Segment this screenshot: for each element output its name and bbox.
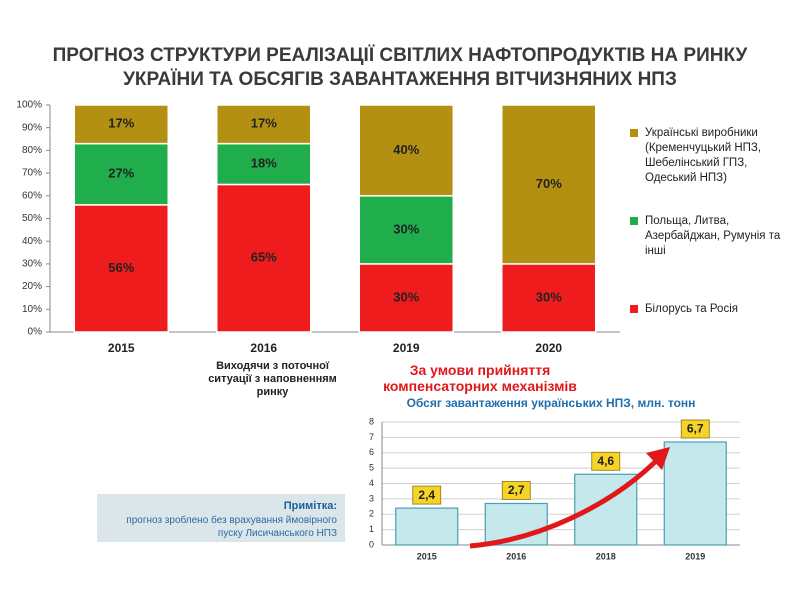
x-tick-label: 2018 <box>596 551 616 561</box>
chart-title: Обсяг завантаження українських НПЗ, млн.… <box>407 396 696 410</box>
y-tick-label: 1 <box>369 524 374 534</box>
legend-entry: Українські виробники (Кременчуцький НПЗ,… <box>630 126 790 186</box>
bar-segment <box>73 142 169 206</box>
legend-swatch <box>630 129 638 137</box>
x-tick-label: 2019 <box>685 551 705 561</box>
legend-entry: Польща, Литва, Азербайджан, Румунія та і… <box>630 214 790 259</box>
bar-segment <box>73 204 169 333</box>
value-label: 70% <box>536 176 562 191</box>
value-label: 6,7 <box>687 422 704 436</box>
note-label: Примітка: <box>283 500 337 512</box>
y-tick-label: 80% <box>22 145 42 156</box>
value-label: 30% <box>393 289 419 304</box>
y-tick-label: 90% <box>22 122 42 133</box>
value-label: 4,6 <box>597 454 614 468</box>
y-tick-label: 2 <box>369 509 374 519</box>
y-tick-label: 10% <box>22 304 42 315</box>
legend-swatch <box>630 217 638 225</box>
value-label: 40% <box>393 142 419 157</box>
y-tick-label: 30% <box>22 259 42 270</box>
bar-segment <box>358 263 454 333</box>
x-tick-label: 2015 <box>417 551 437 561</box>
value-label: 30% <box>393 221 419 236</box>
legend-label: Білорусь та Росія <box>645 303 738 315</box>
trend-arrowhead <box>646 447 670 470</box>
y-tick-label: 20% <box>22 281 42 292</box>
y-tick-label: 60% <box>22 190 42 201</box>
bar <box>663 441 727 546</box>
bar-segment <box>216 104 312 145</box>
x-tick-label: 2016 <box>506 551 526 561</box>
value-label-box <box>591 451 621 471</box>
annotation: За умови прийняття компенсаторних механі… <box>383 362 577 394</box>
value-label-box <box>412 485 442 505</box>
value-label: 18% <box>251 155 277 170</box>
bar-segment <box>216 142 312 186</box>
y-tick-label: 40% <box>22 236 42 247</box>
y-tick-label: 0 <box>369 539 374 549</box>
slide-title: ПРОГНОЗ СТРУКТУРИ РЕАЛІЗАЦІЇ СВІТЛИХ НАФ… <box>52 45 748 90</box>
x-tick-label: 2016 <box>250 341 277 355</box>
legend-swatch <box>630 305 638 313</box>
bar <box>395 507 459 546</box>
value-label: 17% <box>251 116 277 131</box>
y-tick-label: 6 <box>369 447 374 457</box>
y-tick-label: 5 <box>369 463 374 473</box>
x-tick-label: 2019 <box>393 341 420 355</box>
y-tick-label: 3 <box>369 493 374 503</box>
legend-label: Польща, Литва, Азербайджан, Румунія та і… <box>645 215 781 257</box>
annotation: Виходячи з поточної ситуації з наповненн… <box>208 360 337 398</box>
value-label-box <box>680 419 710 439</box>
value-label: 2,4 <box>418 488 435 502</box>
bar-segment <box>501 104 597 265</box>
y-tick-label: 50% <box>22 213 42 224</box>
y-tick-label: 70% <box>22 168 42 179</box>
bar-segment <box>358 104 454 197</box>
value-label-box <box>501 481 531 500</box>
legend-entry: Білорусь та Росія <box>630 302 790 317</box>
y-tick-label: 100% <box>16 100 42 111</box>
note-box: Примітка: прогноз зроблено без врахуванн… <box>97 494 345 542</box>
value-label: 2,7 <box>508 483 525 497</box>
value-label: 65% <box>251 250 277 265</box>
y-tick-label: 0% <box>28 327 43 338</box>
x-tick-label: 2015 <box>108 341 135 355</box>
y-tick-label: 7 <box>369 432 374 442</box>
value-label: 56% <box>108 260 134 275</box>
x-tick-label: 2020 <box>535 341 562 355</box>
value-label: 27% <box>108 166 134 181</box>
y-tick-label: 4 <box>369 478 374 488</box>
y-tick-label: 8 <box>369 416 374 426</box>
bar-segment <box>73 104 169 145</box>
trend-arrow <box>469 460 657 549</box>
bar-segment <box>358 195 454 265</box>
note-text: прогноз зроблено без врахування ймовірно… <box>126 515 337 539</box>
value-label: 17% <box>108 116 134 131</box>
value-label: 30% <box>536 289 562 304</box>
legend-label: Українські виробники (Кременчуцький НПЗ,… <box>645 127 762 184</box>
